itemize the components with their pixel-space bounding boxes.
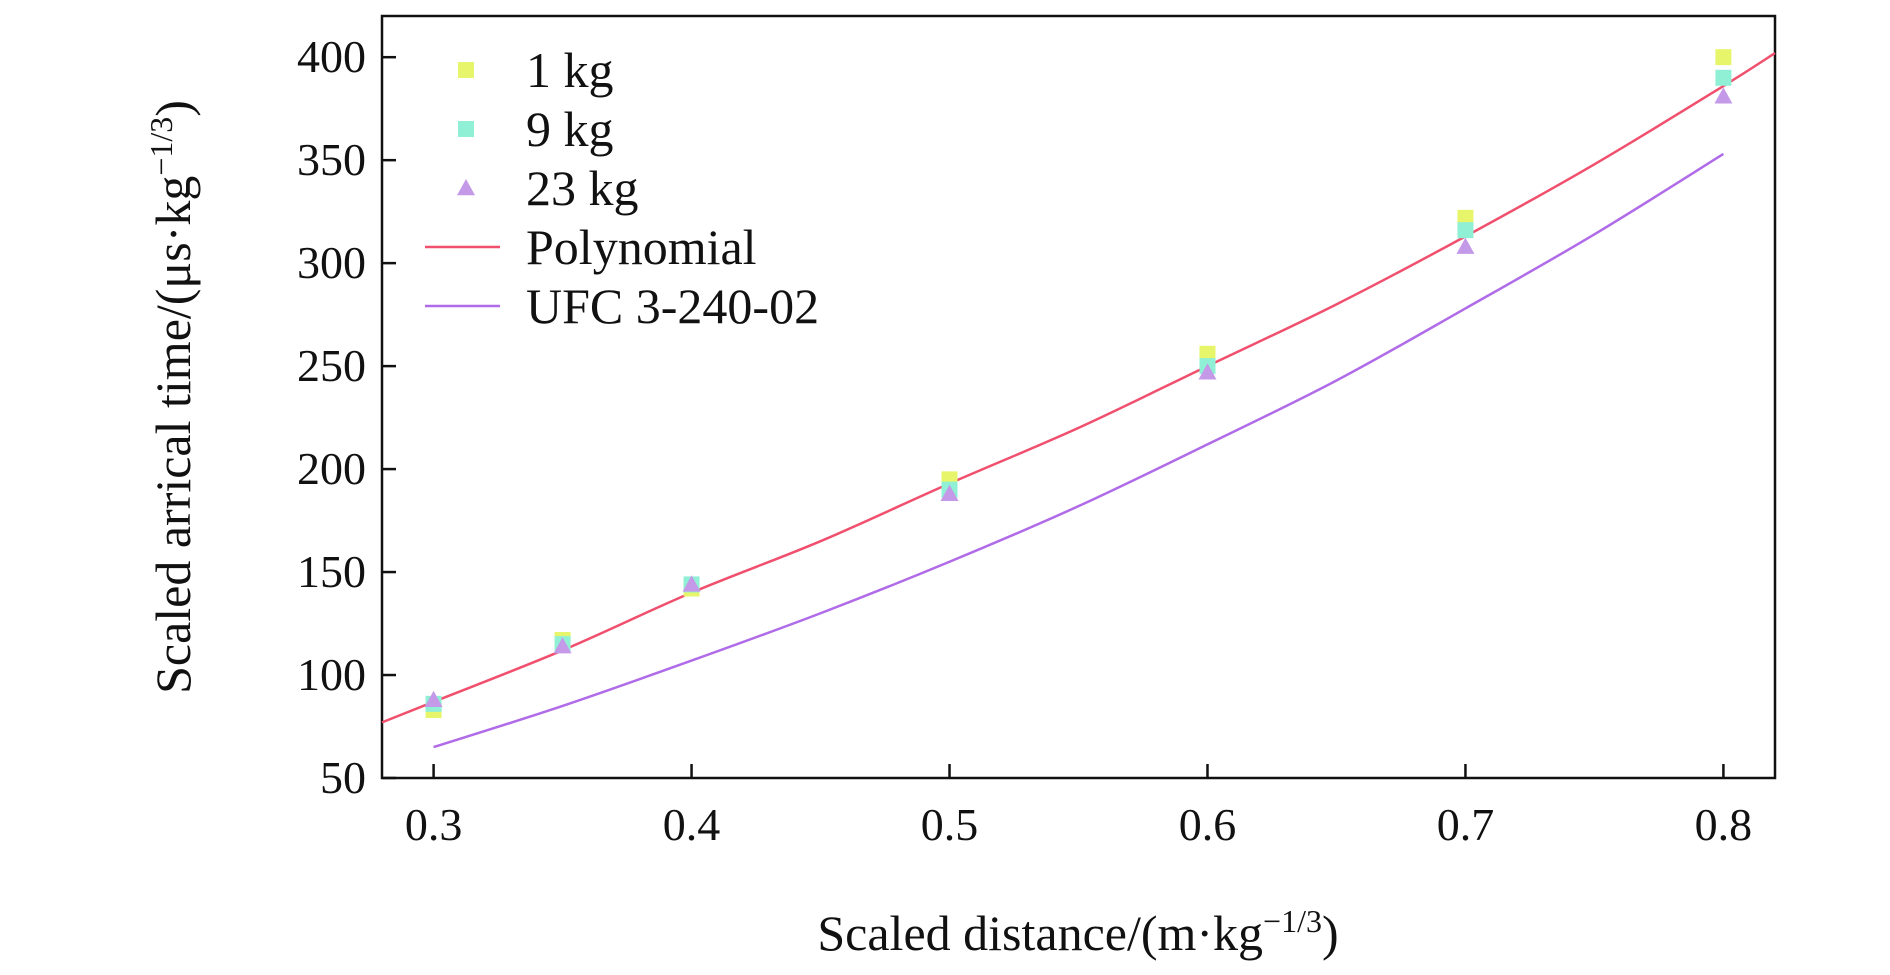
point-23-kg <box>1198 363 1217 380</box>
y-tick-label: 150 <box>297 546 366 597</box>
series-points <box>424 49 1733 719</box>
x-axis-title-sup: −1/3 <box>1263 903 1322 939</box>
legend-swatch-1-kg <box>458 62 474 78</box>
point-1-kg <box>1715 49 1732 66</box>
ticks: 0.3 0.4 0.5 0.6 0.7 0.8 50 100 150 200 250 300 350 40… <box>297 31 1752 850</box>
y-tick-label: 50 <box>320 752 366 803</box>
y-axis-title-tail: ) <box>145 100 201 117</box>
x-tick-label: 0.3 <box>405 799 463 850</box>
y-tick-label: 400 <box>297 31 366 82</box>
point-1-kg <box>1199 345 1216 362</box>
y-axis-title-sup: −1/3 <box>143 117 179 176</box>
y-tick-label: 250 <box>297 340 366 391</box>
x-axis-title-tail: ) <box>1322 905 1339 961</box>
point-23-kg <box>424 690 443 707</box>
legend-label-ufc-3-240-02: UFC 3-240-02 <box>526 278 819 334</box>
x-tick-label: 0.6 <box>1179 799 1237 850</box>
line-ufc-3-240-02 <box>433 152 1725 749</box>
x-tick-label: 0.4 <box>663 799 721 850</box>
y-axis-title: Scaled arrical time/(μs·kg−1/3) <box>143 100 201 694</box>
series-lines <box>381 52 1776 749</box>
line-polynomial <box>381 52 1776 724</box>
x-axis-title-base: Scaled distance/(m·kg <box>817 905 1263 961</box>
x-axis-title: Scaled distance/(m·kg−1/3) <box>817 903 1338 961</box>
point-9-kg <box>1715 69 1732 86</box>
legend-label-23-kg: 23 kg <box>526 160 639 216</box>
point-23-kg <box>940 484 959 501</box>
plot-frame <box>380 14 1777 780</box>
y-axis-title-base: Scaled arrical time/(μs·kg <box>145 176 201 694</box>
x-tick-label: 0.7 <box>1437 799 1495 850</box>
x-tick-label: 0.5 <box>921 799 979 850</box>
y-tick-label: 300 <box>297 237 366 288</box>
point-23-kg <box>682 575 701 592</box>
point-1-kg <box>1457 209 1474 226</box>
legend-swatch-9-kg <box>458 121 474 137</box>
point-9-kg <box>1457 222 1474 239</box>
x-tick-label: 0.8 <box>1695 799 1753 850</box>
point-23-kg <box>1714 87 1733 104</box>
legend-label-polynomial: Polynomial <box>526 219 757 275</box>
y-tick-label: 200 <box>297 443 366 494</box>
point-23-kg <box>553 637 572 654</box>
point-23-kg <box>1456 237 1475 254</box>
legend-label-9-kg: 9 kg <box>526 101 614 157</box>
legend-swatch-23-kg <box>457 179 475 196</box>
y-tick-label: 350 <box>297 134 366 185</box>
legend-label-1-kg: 1 kg <box>526 42 614 98</box>
y-tick-label: 100 <box>297 649 366 700</box>
